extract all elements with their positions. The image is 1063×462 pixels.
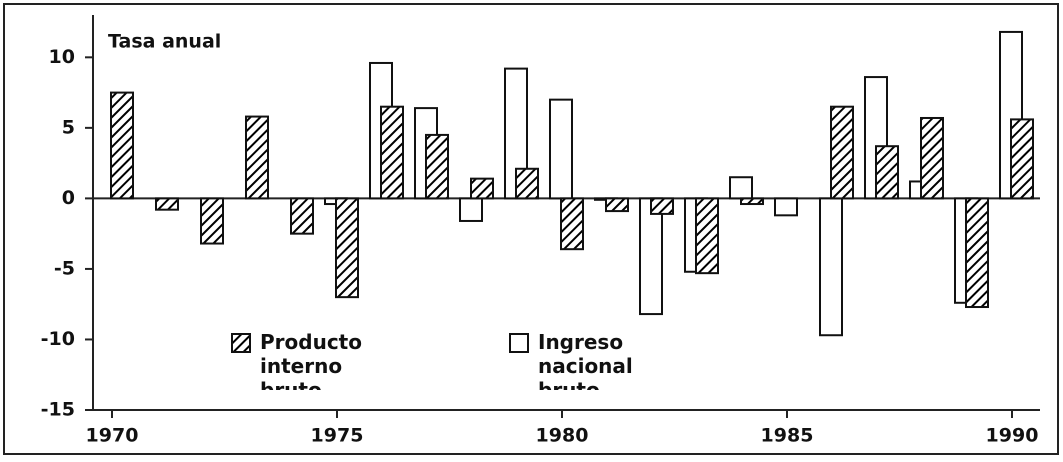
bar bbox=[695, 197, 719, 275]
bar bbox=[605, 197, 629, 213]
x-tick-label: 1980 bbox=[536, 425, 589, 447]
y-tick-label: 0 bbox=[62, 187, 75, 209]
bar bbox=[740, 197, 764, 206]
bar bbox=[560, 197, 584, 251]
bar bbox=[774, 197, 798, 217]
legend-label: Ingreso nacional bruto bbox=[538, 330, 633, 390]
bar bbox=[459, 197, 483, 222]
legend-label-box: Ingreso nacional bruto bbox=[538, 330, 633, 390]
bar bbox=[155, 197, 179, 211]
bar bbox=[290, 197, 314, 235]
bar bbox=[875, 145, 899, 200]
legend-swatch bbox=[231, 333, 251, 353]
bar bbox=[515, 167, 539, 200]
x-tick-label: 1990 bbox=[986, 425, 1039, 447]
x-tick-label: 1970 bbox=[86, 425, 139, 447]
bar bbox=[650, 197, 674, 215]
bar bbox=[470, 177, 494, 200]
bar bbox=[819, 197, 843, 337]
legend-swatch bbox=[509, 333, 529, 353]
x-tick-label: 1985 bbox=[761, 425, 814, 447]
y-axis-label: Tasa anual bbox=[108, 31, 221, 53]
bar bbox=[830, 105, 854, 200]
bar bbox=[920, 116, 944, 200]
y-tick-label: -15 bbox=[41, 399, 75, 421]
bar bbox=[729, 176, 753, 200]
bar bbox=[380, 105, 404, 200]
bar bbox=[245, 115, 269, 200]
frame bbox=[3, 3, 1059, 455]
bar bbox=[335, 197, 359, 299]
bar bbox=[200, 197, 224, 245]
y-tick-label: -5 bbox=[54, 257, 75, 279]
y-tick-label: 5 bbox=[62, 116, 75, 138]
bar bbox=[639, 197, 663, 316]
bar bbox=[965, 197, 989, 309]
bar bbox=[425, 133, 449, 200]
legend-label-box: Producto interno bruto bbox=[260, 330, 362, 390]
bar bbox=[1010, 118, 1034, 200]
y-tick-label: 10 bbox=[49, 46, 75, 68]
bar bbox=[110, 91, 134, 200]
x-tick-label: 1975 bbox=[311, 425, 364, 447]
bar bbox=[549, 98, 573, 200]
legend-label: Producto interno bruto bbox=[260, 330, 362, 390]
y-tick-label: -10 bbox=[41, 328, 75, 350]
